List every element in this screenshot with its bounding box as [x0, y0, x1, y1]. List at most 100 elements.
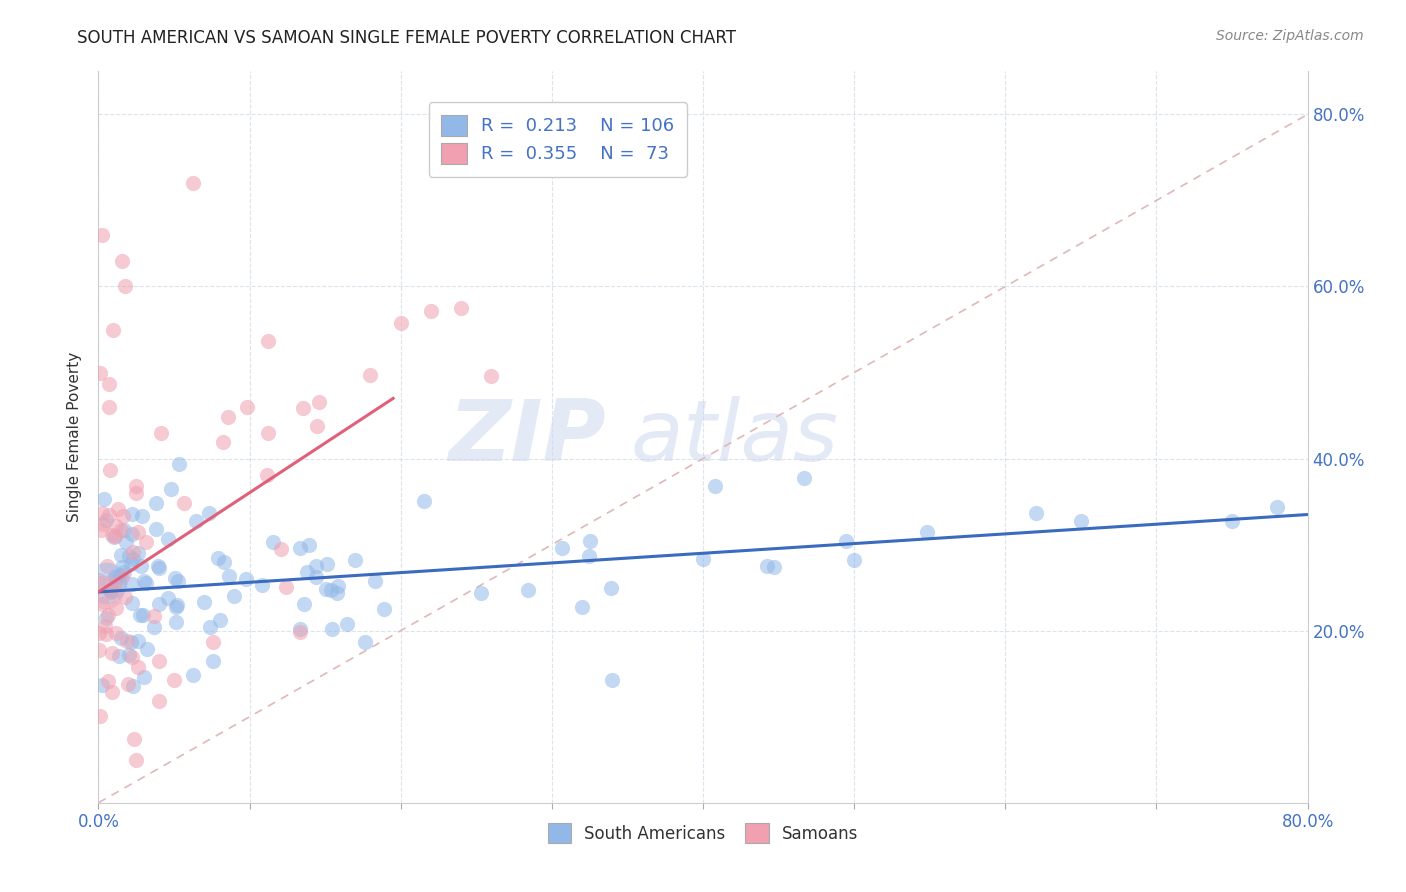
- Point: [354, 634, 377, 648]
- Point: [94, 611, 117, 625]
- Point: [110, 567, 132, 582]
- Point: [121, 596, 143, 610]
- Point: [148, 694, 170, 708]
- Point: [114, 279, 136, 293]
- Point: [121, 650, 143, 665]
- Point: [288, 625, 311, 640]
- Point: [315, 582, 337, 596]
- Point: [110, 523, 132, 537]
- Point: [156, 591, 179, 605]
- Point: [292, 597, 315, 611]
- Point: [89, 709, 111, 723]
- Point: [305, 559, 328, 574]
- Point: [290, 541, 312, 555]
- Point: [107, 501, 129, 516]
- Point: [551, 541, 574, 555]
- Point: [169, 457, 191, 471]
- Point: [112, 508, 135, 523]
- Point: [104, 529, 127, 543]
- Point: [703, 479, 725, 493]
- Point: [110, 548, 132, 562]
- Point: [91, 678, 114, 692]
- Point: [148, 561, 170, 575]
- Point: [692, 552, 714, 566]
- Point: [217, 409, 239, 424]
- Point: [148, 654, 170, 668]
- Point: [364, 574, 387, 588]
- Point: [250, 578, 273, 592]
- Point: [114, 535, 136, 549]
- Point: [94, 619, 117, 633]
- Point: [114, 590, 136, 604]
- Point: [101, 685, 124, 699]
- Point: [274, 580, 297, 594]
- Point: [212, 435, 235, 450]
- Point: [103, 530, 125, 544]
- Point: [198, 620, 221, 634]
- Point: [308, 394, 330, 409]
- Point: [165, 615, 187, 629]
- Point: [117, 648, 139, 662]
- Point: [209, 613, 232, 627]
- Point: [121, 545, 143, 559]
- Point: [97, 400, 120, 414]
- Point: [166, 598, 188, 612]
- Point: [135, 641, 157, 656]
- Point: [166, 574, 188, 588]
- Point: [321, 622, 343, 636]
- Point: [157, 532, 180, 546]
- Point: [1267, 500, 1289, 514]
- Point: [98, 582, 121, 597]
- Point: [257, 425, 280, 440]
- Point: [917, 525, 939, 540]
- Point: [181, 176, 204, 190]
- Point: [450, 301, 472, 316]
- Point: [91, 516, 114, 531]
- Point: [517, 583, 540, 598]
- Point: [105, 626, 128, 640]
- Text: Source: ZipAtlas.com: Source: ZipAtlas.com: [1216, 29, 1364, 43]
- Point: [91, 597, 114, 611]
- Point: [163, 673, 186, 687]
- Point: [165, 600, 187, 615]
- Text: atlas: atlas: [630, 395, 838, 479]
- Point: [93, 491, 115, 506]
- Point: [108, 648, 131, 663]
- Point: [100, 584, 122, 599]
- Point: [145, 523, 167, 537]
- Point: [1220, 514, 1243, 528]
- Point: [90, 523, 112, 537]
- Point: [262, 535, 284, 549]
- Point: [124, 753, 146, 767]
- Point: [97, 376, 120, 391]
- Point: [389, 316, 412, 330]
- Point: [207, 551, 229, 566]
- Point: [125, 479, 148, 493]
- Point: [578, 549, 600, 563]
- Point: [101, 528, 124, 542]
- Point: [181, 667, 204, 681]
- Point: [326, 585, 349, 599]
- Point: [127, 546, 149, 560]
- Point: [105, 519, 128, 533]
- Point: [94, 585, 117, 599]
- Point: [202, 635, 225, 649]
- Point: [112, 566, 135, 580]
- Text: SOUTH AMERICAN VS SAMOAN SINGLE FEMALE POVERTY CORRELATION CHART: SOUTH AMERICAN VS SAMOAN SINGLE FEMALE P…: [77, 29, 737, 46]
- Point: [236, 400, 259, 414]
- Point: [257, 334, 280, 348]
- Point: [117, 677, 139, 691]
- Point: [305, 419, 328, 434]
- Point: [148, 597, 170, 611]
- Point: [256, 467, 278, 482]
- Point: [132, 608, 155, 623]
- Point: [131, 509, 153, 524]
- Point: [94, 576, 117, 591]
- Point: [89, 643, 111, 657]
- Point: [127, 524, 149, 539]
- Point: [197, 506, 219, 520]
- Point: [128, 608, 150, 623]
- Text: ZIP: ZIP: [449, 395, 606, 479]
- Point: [316, 557, 339, 571]
- Point: [142, 609, 165, 624]
